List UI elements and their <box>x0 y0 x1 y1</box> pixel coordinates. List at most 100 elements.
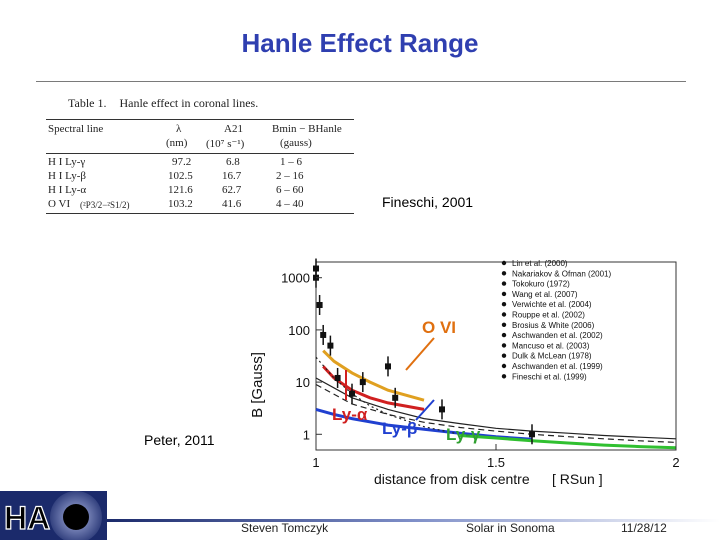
table-caption: Table 1. Hanle effect in coronal lines. <box>68 96 258 111</box>
legend-marker-4 <box>501 302 507 307</box>
footer-date: 11/28/12 <box>621 521 667 535</box>
unit-a21: (10⁷ s⁻¹) <box>206 138 245 150</box>
unit-nm: (nm) <box>166 137 188 149</box>
legend-marker-2 <box>501 281 507 286</box>
row4-line: O VI <box>48 198 71 210</box>
data-point-5 <box>334 374 341 381</box>
curve-6 <box>315 356 461 435</box>
data-point-9 <box>392 394 399 401</box>
hanle-chart: 1000 100 10 11 1.5 2 Lin et al. (2000)Nakaria… <box>249 258 680 487</box>
unit-gauss: (gauss) <box>280 137 312 149</box>
row4-term: (²P3/2−²S1/2) <box>80 200 130 210</box>
legend-marker-11 <box>501 374 507 379</box>
y-tick-label-2: 10 <box>296 375 310 390</box>
row4-a21: 41.6 <box>222 198 242 210</box>
plot-frame <box>315 261 677 451</box>
y-axis-label: B [Gauss] <box>249 352 266 418</box>
curve-0 <box>322 349 425 402</box>
legend-entry-4: Verwichte et al. (2004) <box>512 300 592 309</box>
svg-text:HA: HA <box>4 500 50 536</box>
data-point-4 <box>327 342 334 349</box>
legend-entry-1: Nakariakov & Ofman (2001) <box>512 269 611 278</box>
citation-fineschi: Fineschi, 2001 <box>382 194 474 210</box>
legend: Lin et al. (2000)Nakariakov & Ofman (200… <box>501 259 611 381</box>
row1-line: H I Ly-γ <box>48 156 86 168</box>
data-point-10 <box>439 406 445 413</box>
row4-b: 4 – 40 <box>276 198 304 210</box>
legend-entry-0: Lin et al. (2000) <box>512 259 568 268</box>
data-point-2 <box>316 302 323 309</box>
curves <box>315 349 677 450</box>
legend-marker-9 <box>501 353 507 358</box>
data-point-3 <box>320 331 327 338</box>
row1-b: 1 – 6 <box>280 156 302 168</box>
curve-1 <box>322 365 425 411</box>
table-number: Table 1. <box>68 96 107 110</box>
hao-logo-graphic: HA <box>0 491 107 540</box>
row2-a21: 16.7 <box>222 170 242 182</box>
footer-line <box>107 519 720 522</box>
y-tick-label-1: 100 <box>288 323 310 338</box>
x-tick-label-2: 2 <box>672 455 679 470</box>
curve-4 <box>315 377 677 440</box>
row3-b: 6 – 60 <box>276 184 304 196</box>
row3-a21: 62.7 <box>222 184 242 196</box>
header-lambda: λ <box>176 123 182 135</box>
hao-logo: HA <box>0 491 107 540</box>
y-tick-label-0: 1000 <box>281 271 310 286</box>
x-axis-label: distance from disk centre <box>374 471 530 487</box>
table-rule-bottom <box>46 213 354 214</box>
table-rule-top <box>46 119 354 120</box>
data-point-7 <box>359 379 366 386</box>
table-caption-text: Hanle effect in coronal lines. <box>119 96 259 110</box>
legend-entry-11: Fineschi et al. (1999) <box>512 372 587 381</box>
legend-entry-8: Mancuso et al. (2003) <box>512 341 590 350</box>
footer-event: Solar in Sonoma <box>466 521 555 535</box>
legend-marker-1 <box>501 271 507 276</box>
row3-lambda: 121.6 <box>168 184 193 196</box>
row1-a21: 6.8 <box>226 156 240 168</box>
data-point-8 <box>385 363 391 370</box>
data-point-11 <box>529 431 535 438</box>
legend-marker-3 <box>501 291 507 297</box>
table-rule-mid <box>46 153 354 154</box>
data-point-1 <box>313 265 319 272</box>
row3-line: H I Ly-α <box>48 184 87 196</box>
legend-entry-9: Dulk & McLean (1978) <box>512 352 592 361</box>
legend-marker-8 <box>501 343 507 348</box>
annotation-0: O VI <box>422 318 456 337</box>
slide-title: Hanle Effect Range <box>241 28 479 58</box>
row2-line: H I Ly-β <box>48 170 86 182</box>
annotation-1: Ly-α <box>332 405 368 424</box>
x-tick-label-1: 1.5 <box>487 455 505 470</box>
data-point-6 <box>349 390 355 397</box>
y-tick-label-3: 1 <box>303 427 310 442</box>
footer-author: Steven Tomczyk <box>241 521 329 535</box>
legend-entry-2: Tokokuro (1972) <box>512 280 570 289</box>
header-spectral-line: Spectral line <box>48 123 104 135</box>
legend-marker-10 <box>501 363 507 369</box>
legend-entry-5: Rouppe et al. (2002) <box>512 311 585 320</box>
legend-marker-6 <box>501 322 507 327</box>
row4-lambda: 103.2 <box>168 198 193 210</box>
annotations: O VI Ly-α Ly-β Ly-γ <box>332 318 481 444</box>
legend-entry-3: Wang et al. (2007) <box>512 290 578 299</box>
legend-marker-5 <box>501 312 507 317</box>
x-axis-unit: [ RSun ] <box>552 471 603 487</box>
annotation-2: Ly-β <box>382 419 417 438</box>
curve-3 <box>459 434 677 450</box>
hanle-table: Table 1. Hanle effect in coronal lines. … <box>40 92 358 216</box>
row2-b: 2 – 16 <box>276 170 304 182</box>
header-bmin: Bmin − BHanle <box>272 123 342 135</box>
legend-entry-6: Brosius & White (2006) <box>512 321 595 330</box>
legend-marker-0 <box>501 260 507 266</box>
row1-lambda: 97.2 <box>172 156 192 168</box>
title-divider <box>36 81 686 82</box>
annotation-3: Ly-γ <box>446 425 481 444</box>
row2-lambda: 102.5 <box>168 170 193 182</box>
annotation-arrow-0 <box>405 337 435 371</box>
legend-entry-10: Aschwanden et al. (1999) <box>512 362 603 371</box>
citation-peter: Peter, 2011 <box>144 432 215 448</box>
curve-5 <box>315 383 677 443</box>
legend-marker-7 <box>501 332 507 338</box>
